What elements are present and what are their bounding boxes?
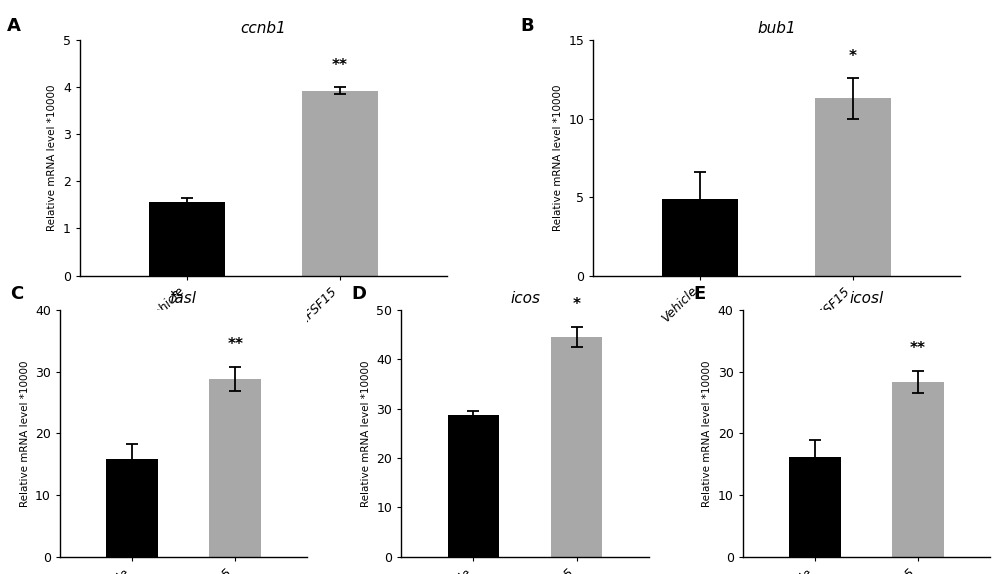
Text: **: ** — [910, 341, 926, 356]
Bar — [448, 414, 499, 557]
Y-axis label: Relative mRNA level *10000: Relative mRNA level *10000 — [20, 360, 30, 507]
Bar — [209, 379, 261, 557]
Text: A: A — [7, 17, 21, 34]
Bar — [662, 199, 738, 276]
Bar — [551, 337, 602, 557]
Y-axis label: Relative mRNA level *10000: Relative mRNA level *10000 — [361, 360, 371, 507]
Title: icos: icos — [510, 291, 540, 306]
Bar — [106, 459, 158, 557]
Y-axis label: Relative mRNA level *10000: Relative mRNA level *10000 — [702, 360, 712, 507]
Title: bub1: bub1 — [757, 21, 796, 36]
Title: ccnb1: ccnb1 — [240, 21, 286, 36]
Title: fasl: fasl — [170, 291, 197, 306]
Bar — [815, 98, 891, 276]
Text: *: * — [849, 49, 857, 64]
Y-axis label: Relative mRNA level *10000: Relative mRNA level *10000 — [47, 84, 57, 231]
Text: E: E — [693, 285, 705, 303]
Bar — [892, 382, 944, 557]
Bar — [302, 91, 378, 276]
Text: **: ** — [227, 337, 243, 352]
Bar — [789, 457, 841, 557]
Text: C: C — [11, 285, 24, 303]
Text: D: D — [352, 285, 367, 303]
Text: *: * — [573, 297, 581, 312]
Title: icosl: icosl — [849, 291, 883, 306]
Text: **: ** — [332, 58, 348, 73]
Text: B: B — [520, 17, 534, 34]
Y-axis label: Relative mRNA level *10000: Relative mRNA level *10000 — [553, 84, 563, 231]
Bar — [149, 201, 225, 276]
